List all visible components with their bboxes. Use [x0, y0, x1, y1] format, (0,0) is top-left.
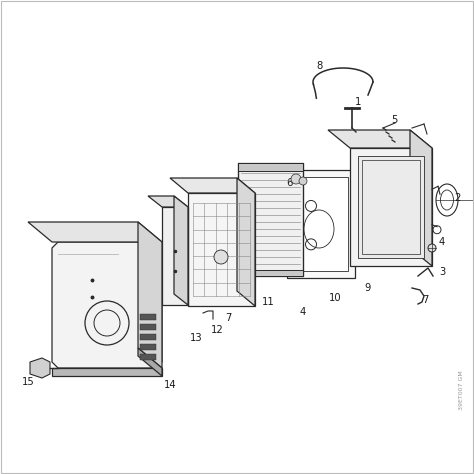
Text: 12: 12: [210, 325, 223, 335]
Bar: [238, 270, 303, 276]
Polygon shape: [30, 358, 50, 378]
Text: 9: 9: [365, 283, 371, 293]
Text: 3: 3: [439, 267, 445, 277]
Bar: [140, 314, 156, 320]
Text: 13: 13: [190, 333, 202, 343]
Text: 10: 10: [328, 293, 341, 303]
Bar: [362, 160, 420, 254]
Polygon shape: [52, 242, 162, 368]
Circle shape: [299, 177, 307, 185]
Bar: [238, 163, 303, 276]
Text: 11: 11: [262, 297, 274, 307]
Text: 4: 4: [300, 307, 306, 317]
Bar: [162, 207, 188, 305]
Text: 6: 6: [286, 178, 292, 188]
Text: 14: 14: [164, 380, 176, 390]
Text: 7: 7: [225, 313, 231, 323]
Bar: [140, 324, 156, 330]
Bar: [287, 170, 355, 278]
Circle shape: [214, 250, 228, 264]
Polygon shape: [28, 222, 162, 242]
Polygon shape: [237, 178, 255, 306]
Bar: [188, 193, 255, 306]
Circle shape: [291, 174, 301, 184]
Polygon shape: [52, 368, 162, 376]
Text: 8: 8: [317, 61, 323, 71]
Polygon shape: [148, 196, 188, 207]
Text: 2: 2: [454, 193, 460, 203]
Bar: [140, 334, 156, 340]
Polygon shape: [174, 196, 188, 305]
Circle shape: [428, 244, 436, 252]
Polygon shape: [170, 178, 255, 193]
Polygon shape: [138, 222, 162, 368]
Bar: [238, 163, 303, 171]
Polygon shape: [350, 148, 432, 266]
Text: 1: 1: [355, 97, 361, 107]
Polygon shape: [138, 348, 162, 376]
Polygon shape: [328, 130, 432, 148]
Text: 4: 4: [439, 237, 445, 247]
Text: 7: 7: [422, 295, 428, 305]
Polygon shape: [410, 130, 432, 266]
Text: 39ET007 GM: 39ET007 GM: [459, 370, 465, 410]
Bar: [358, 156, 424, 258]
Text: 15: 15: [22, 377, 35, 387]
Bar: [294, 177, 348, 271]
Ellipse shape: [304, 210, 334, 248]
Bar: [140, 344, 156, 350]
Text: 5: 5: [391, 115, 397, 125]
Bar: [140, 354, 156, 360]
